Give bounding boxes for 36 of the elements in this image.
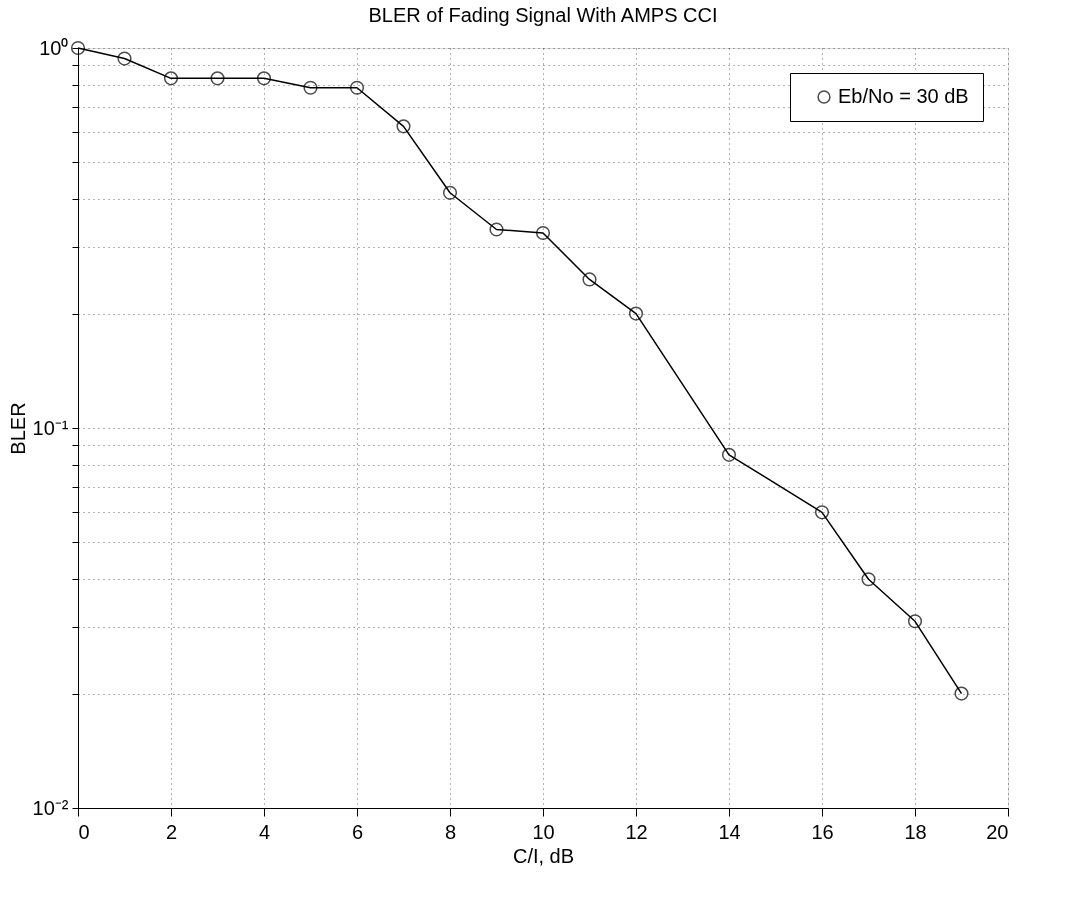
x-tick-label: 4 — [258, 820, 271, 843]
x-tick-label: 10 — [532, 820, 555, 843]
x-tick-label: 8 — [444, 820, 457, 843]
y-tick-label: 10⁰ — [39, 36, 69, 59]
point — [954, 686, 969, 701]
x-tick-label: 2 — [165, 820, 178, 843]
x-tick-label: 18 — [904, 820, 927, 843]
y-tick-label: 10⁻² — [32, 796, 69, 819]
point — [117, 51, 132, 66]
point — [814, 505, 830, 520]
chart-title: BLER of Fading Signal With AMPS CCI — [368, 4, 718, 26]
point — [582, 272, 597, 287]
point — [628, 306, 644, 321]
point — [396, 119, 411, 134]
y-axis-title: BLER — [6, 402, 29, 455]
legend-label: Eb/No = 30 dB — [838, 85, 969, 107]
x-axis-title: C/I, dB — [512, 844, 575, 867]
point — [256, 71, 272, 86]
x-tick-label: 6 — [351, 820, 364, 843]
point — [349, 80, 365, 95]
point — [489, 222, 504, 237]
point — [210, 71, 225, 86]
x-tick-label: 14 — [718, 820, 741, 843]
y-tick-label: 10⁻¹ — [32, 416, 69, 439]
point — [442, 185, 458, 200]
point — [535, 225, 551, 241]
point — [861, 572, 876, 587]
x-tick-label: 12 — [625, 820, 648, 843]
point — [70, 40, 86, 56]
point — [163, 71, 179, 86]
point — [907, 614, 923, 629]
point — [721, 447, 737, 462]
x-tick-label: 0 — [78, 820, 90, 843]
x-tick-label: 16 — [811, 820, 834, 843]
x-tick-label: 20 — [986, 820, 1009, 843]
point — [303, 80, 318, 95]
